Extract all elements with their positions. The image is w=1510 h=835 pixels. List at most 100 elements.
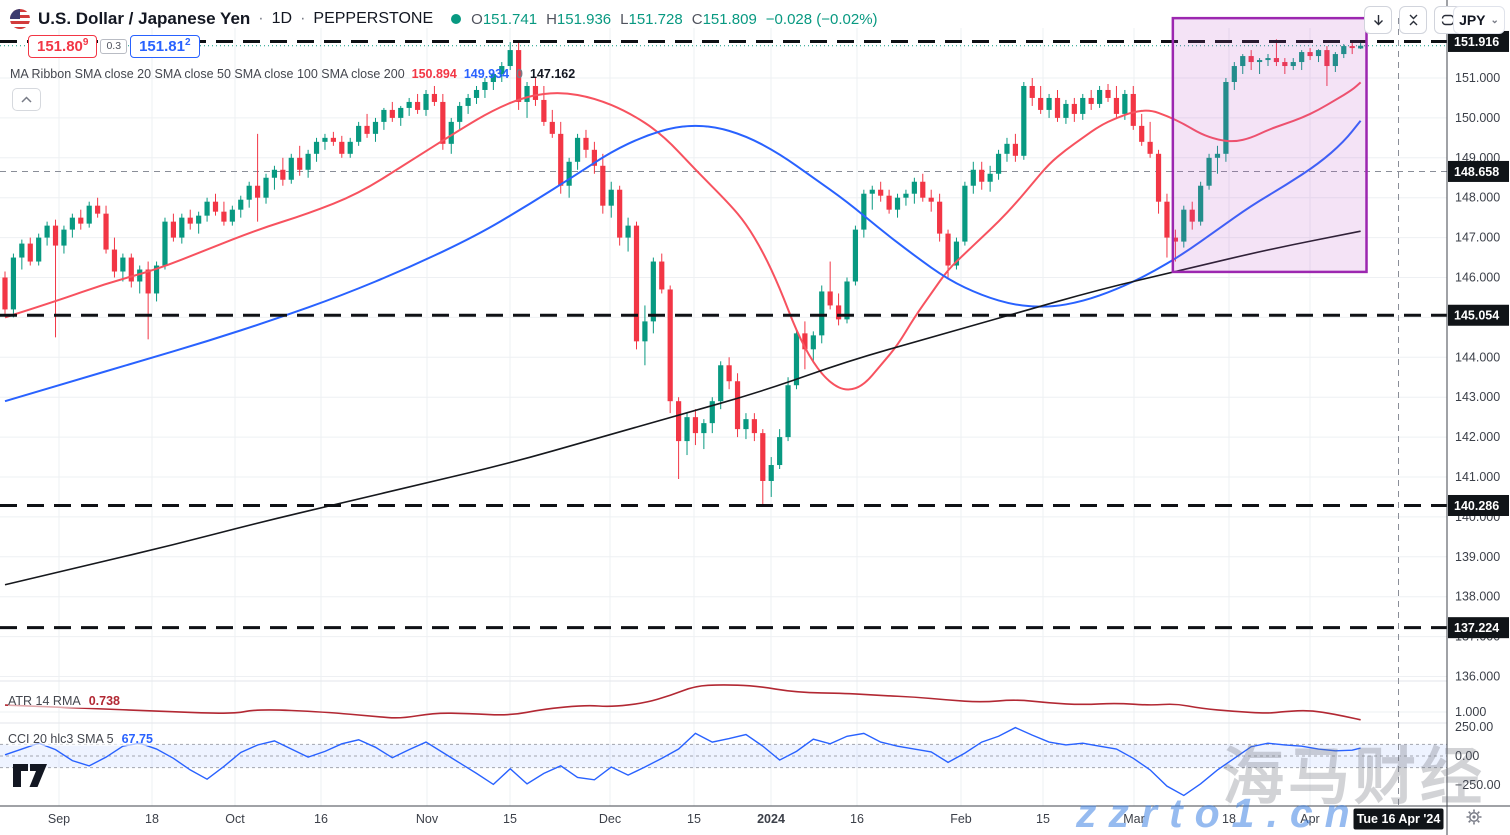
candle-body <box>878 189 884 196</box>
ma-ribbon-legend[interactable]: MA Ribbon SMA close 20 SMA close 50 SMA … <box>10 67 575 81</box>
candle-body <box>111 249 118 272</box>
legend-collapse-button[interactable] <box>12 88 41 111</box>
candle-body <box>692 417 699 434</box>
cci-indicator-legend[interactable]: CCI 20 hlc3 SMA 5 67.75 <box>8 732 153 746</box>
candle-body <box>583 137 589 150</box>
candle-body <box>1004 143 1010 154</box>
candle-body <box>1198 185 1204 222</box>
candle-body <box>187 217 193 224</box>
candle-body <box>844 281 850 320</box>
candle-body <box>777 437 783 466</box>
candle-body <box>1088 97 1094 104</box>
sma20-value: 150.894 <box>411 67 457 81</box>
candle-body <box>659 261 665 290</box>
sma50-line[interactable] <box>4 120 1362 403</box>
candle-body <box>945 233 951 266</box>
candle-body <box>95 205 101 214</box>
cci-value: 67.75 <box>121 732 153 746</box>
candle-body <box>1248 56 1254 63</box>
candle-body <box>1021 85 1027 156</box>
candle-body <box>819 291 825 336</box>
candle-body <box>398 107 404 118</box>
candle-body <box>212 201 219 212</box>
candle-body <box>1332 54 1338 67</box>
axis-settings-gear-icon[interactable] <box>1466 809 1482 830</box>
candle-body <box>751 419 757 434</box>
price-level-badge <box>1448 160 1509 182</box>
candle-body <box>86 205 92 224</box>
candle-body <box>330 137 336 142</box>
cci-line[interactable] <box>4 726 1361 797</box>
scroll-to-recent-button[interactable] <box>1364 6 1392 34</box>
candle-body <box>617 189 623 238</box>
svg-text:15: 15 <box>687 812 701 826</box>
atr-line[interactable] <box>4 684 1361 721</box>
svg-text:18: 18 <box>1222 812 1236 826</box>
symbol-title[interactable]: U.S. Dollar / Japanese Yen <box>38 9 251 28</box>
candle-body <box>1012 143 1018 156</box>
high-label: H <box>546 10 557 28</box>
candle-body <box>1046 97 1052 110</box>
candle-body <box>970 169 976 186</box>
candle-body <box>1240 56 1246 67</box>
svg-text:Dec: Dec <box>599 812 621 826</box>
chevron-down-icon: ⌄ <box>1490 14 1499 26</box>
candle-body <box>137 269 143 282</box>
candle-body <box>1071 103 1077 114</box>
candle-body <box>288 157 294 180</box>
candle-body <box>1172 237 1178 242</box>
candle-body <box>153 265 160 294</box>
candle-body <box>684 417 690 442</box>
candle-body <box>802 333 808 350</box>
svg-text:144.000: 144.000 <box>1455 350 1500 364</box>
candle-body <box>1315 50 1322 57</box>
candle-body <box>1307 52 1313 57</box>
svg-text:148.000: 148.000 <box>1455 191 1500 205</box>
price-axis-currency-dropdown[interactable]: JPY ⌄ <box>1453 6 1505 34</box>
sma200-line[interactable] <box>4 230 1361 586</box>
candle-body <box>465 97 471 106</box>
open-label: O <box>471 10 483 28</box>
bid-ask-quote: 151.809 0.3 151.812 <box>28 35 200 58</box>
ohlc-values: O151.741 H151.936 L151.728 C151.809 −0.0… <box>471 11 877 28</box>
price-level-badge <box>1448 304 1509 326</box>
candle-body <box>263 177 269 198</box>
cci-band <box>0 743 1447 769</box>
tradingview-logo[interactable] <box>13 764 47 792</box>
svg-text:138.000: 138.000 <box>1455 590 1500 604</box>
svg-text:141.000: 141.000 <box>1455 470 1500 484</box>
interval-label[interactable]: 1D <box>271 10 293 27</box>
candle-body <box>221 211 227 222</box>
candle-body <box>1265 58 1271 61</box>
candles-series[interactable] <box>2 39 1364 507</box>
svg-text:Oct: Oct <box>225 812 245 826</box>
highlight-rectangle[interactable] <box>1171 16 1368 274</box>
candle-body <box>1256 60 1263 63</box>
sma20-line[interactable] <box>4 81 1362 391</box>
cci-label: CCI 20 hlc3 SMA 5 <box>8 732 114 746</box>
candle-body <box>145 269 151 294</box>
candle-body <box>313 141 320 154</box>
candle-body <box>406 101 412 108</box>
candle-body <box>440 101 446 144</box>
collapse-pane-button[interactable] <box>1399 6 1427 34</box>
atr-indicator-legend[interactable]: ATR 14 RMA 0.738 <box>8 694 120 708</box>
time-axis[interactable]: Sep 18 Oct 16 Nov 15 Dec 15 2024 16 Feb 15 Mar 18 Apr T… <box>48 808 1444 830</box>
svg-text:136.000: 136.000 <box>1455 670 1500 684</box>
price-level-badge <box>1448 494 1509 516</box>
candle-body <box>566 161 572 186</box>
svg-text:Mar: Mar <box>1123 812 1145 826</box>
symbol-legend[interactable]: U.S. Dollar / Japanese Yen · 1D · PEPPER… <box>10 9 878 29</box>
sell-button[interactable]: 151.809 <box>28 35 98 58</box>
svg-text:143.000: 143.000 <box>1455 390 1500 404</box>
candle-body <box>1029 85 1035 98</box>
candle-body <box>642 321 648 342</box>
candle-body <box>785 385 791 438</box>
pane-separators <box>0 680 1447 724</box>
buy-button[interactable]: 151.812 <box>130 35 200 58</box>
candle-body <box>347 141 353 154</box>
exchange-label[interactable]: PEPPERSTONE <box>313 10 434 27</box>
candle-body <box>726 365 732 382</box>
